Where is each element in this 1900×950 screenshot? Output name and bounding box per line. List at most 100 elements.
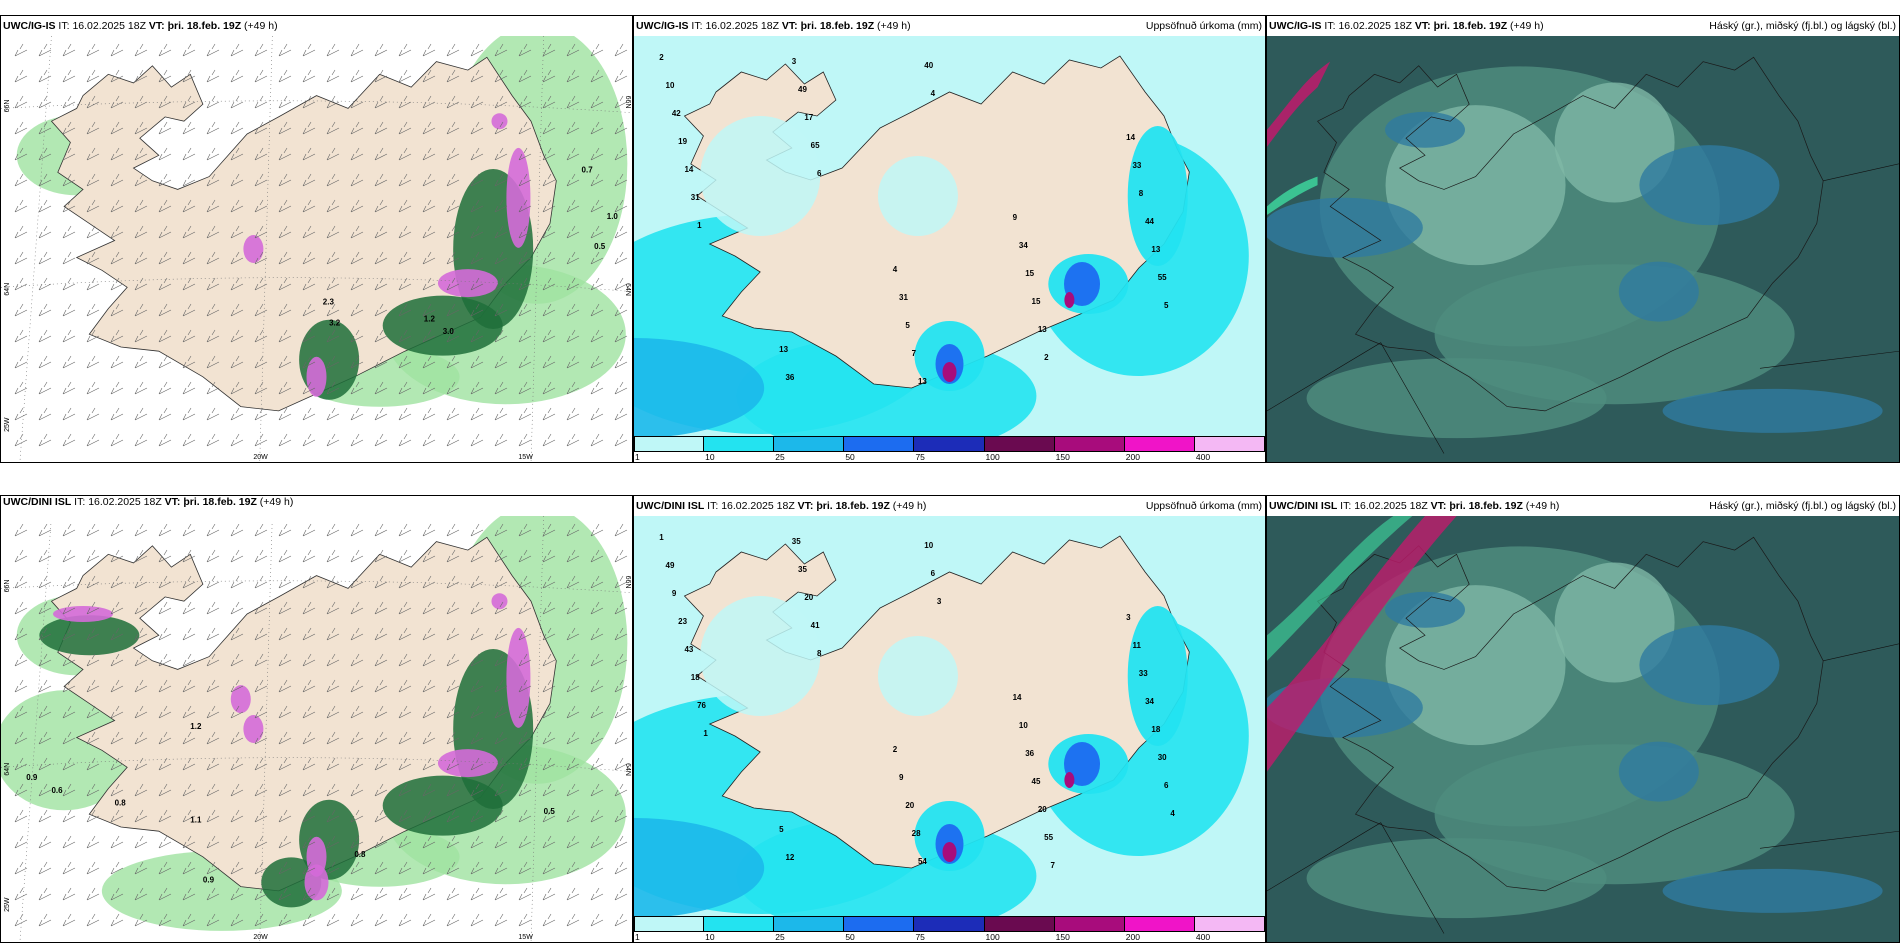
precip-value-label: 10 <box>924 541 933 550</box>
precip-value-label: 35 <box>798 565 807 574</box>
wind-barb <box>326 121 340 135</box>
wind-barb <box>422 329 436 343</box>
wind-barb <box>62 679 76 693</box>
wind-barb <box>446 43 460 57</box>
vt-label: VT: <box>781 20 798 32</box>
precip-value-label: 0.8 <box>354 850 366 859</box>
wind-barb <box>14 731 28 745</box>
wind-barb <box>422 277 436 291</box>
wind-barb <box>14 549 28 563</box>
wind-barb <box>38 69 52 83</box>
wind-barb <box>110 549 124 563</box>
wind-barb <box>38 381 52 395</box>
wind-barb <box>86 523 100 537</box>
cloud-layer-area <box>1618 741 1699 802</box>
wind-barb <box>494 69 508 83</box>
wind-barb <box>542 173 556 187</box>
wind-barb <box>38 731 52 745</box>
wind-barb <box>350 329 364 343</box>
it-label: IT: <box>1324 20 1336 32</box>
wind-barb <box>614 433 628 447</box>
wind-barb <box>326 407 340 421</box>
wind-barb <box>206 887 220 901</box>
wind-barb <box>566 627 580 641</box>
colorbar-swatch <box>844 436 915 452</box>
wind-barb <box>182 809 196 823</box>
wind-barb <box>566 433 580 447</box>
wind-barb <box>542 95 556 109</box>
wind-barb <box>254 251 268 265</box>
wind-barb <box>374 355 388 369</box>
precip-value-label: 9 <box>1013 213 1018 222</box>
precip-value-label: 13 <box>918 377 927 386</box>
colorbar-swatch <box>774 436 845 452</box>
wind-barb <box>494 407 508 421</box>
precip-value-label: 0.9 <box>26 773 38 782</box>
wind-barb <box>446 575 460 589</box>
wind-barb <box>206 653 220 667</box>
mid-cloud-area <box>1306 838 1607 919</box>
wind-barb <box>182 225 196 239</box>
wind-barb <box>326 861 340 875</box>
wind-barb <box>206 627 220 641</box>
wind-barb <box>278 679 292 693</box>
it-value: 16.02.2025 18Z <box>88 496 162 508</box>
lon-label: 15W <box>518 934 533 941</box>
wind-barb <box>398 757 412 771</box>
extreme-precip-core <box>942 362 957 382</box>
wind-barb <box>230 95 244 109</box>
wind-barb <box>230 329 244 343</box>
precip-value-label: 2 <box>1044 353 1049 362</box>
wind-barb <box>590 121 604 135</box>
wind-barb <box>14 887 28 901</box>
wind-barb <box>422 757 436 771</box>
wind-barb <box>206 433 220 447</box>
wind-barb <box>374 627 388 641</box>
wind-barb <box>518 523 532 537</box>
wind-barb <box>14 277 28 291</box>
wind-barb <box>422 653 436 667</box>
wind-barb <box>494 731 508 745</box>
wind-barb <box>134 199 148 213</box>
precip-value-label: 3.0 <box>443 327 455 336</box>
wind-barb <box>374 225 388 239</box>
lat-label: 66N <box>4 580 11 593</box>
lead-time: (+49 h) <box>877 20 911 32</box>
wind-barb <box>254 679 268 693</box>
panel-wind-top: UWC/IG-IS IT: 16.02.2025 18Z VT: þri. 18… <box>0 15 633 463</box>
wind-barb <box>278 329 292 343</box>
wind-barb <box>590 601 604 615</box>
colorbar-tick-label: 400 <box>1195 932 1211 942</box>
wind-barb <box>254 783 268 797</box>
wind-barb <box>110 381 124 395</box>
wind-barb <box>566 69 580 83</box>
wind-barb <box>230 809 244 823</box>
wind-barb <box>326 653 340 667</box>
wind-barb <box>398 653 412 667</box>
wind-barb <box>398 913 412 927</box>
wind-barb <box>38 783 52 797</box>
wind-barb <box>86 433 100 447</box>
panel-precip-bottom: UWC/DINI ISL IT: 16.02.2025 18Z VT: þri.… <box>633 495 1266 943</box>
precip-area <box>1127 126 1188 266</box>
wind-barb <box>470 809 484 823</box>
wind-barb <box>62 251 76 265</box>
wind-barb <box>62 523 76 537</box>
wind-barb <box>398 251 412 265</box>
wind-barb <box>38 705 52 719</box>
wind-barb <box>494 809 508 823</box>
wind-barb <box>38 887 52 901</box>
wind-barb <box>398 407 412 421</box>
it-value: 16.02.2025 18Z <box>721 500 795 512</box>
wind-barb <box>278 303 292 317</box>
wind-barb <box>542 575 556 589</box>
wind-barb <box>446 809 460 823</box>
wind-barb <box>14 705 28 719</box>
it-label: IT: <box>691 20 703 32</box>
wind-barb <box>158 43 172 57</box>
wind-barb <box>566 225 580 239</box>
wind-barb <box>134 731 148 745</box>
wind-barb <box>542 809 556 823</box>
wind-barb <box>278 809 292 823</box>
wind-barb <box>302 407 316 421</box>
